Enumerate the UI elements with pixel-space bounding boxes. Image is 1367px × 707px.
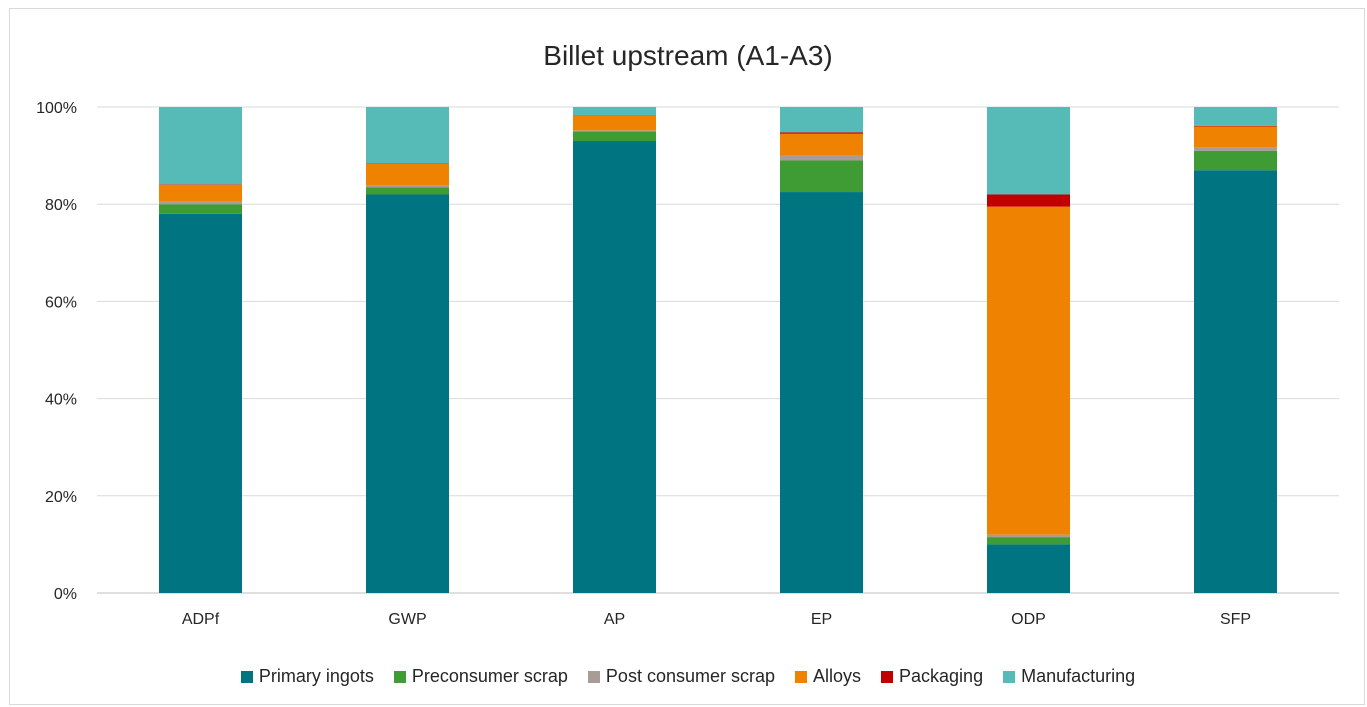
bar-segment xyxy=(1194,170,1277,593)
legend-item: Primary ingots xyxy=(240,666,374,687)
bar-segment xyxy=(159,184,242,202)
bar-segment xyxy=(366,185,449,188)
bar-segment xyxy=(573,115,656,131)
y-tick-label: 40% xyxy=(45,392,77,409)
legend-item: Preconsumer scrap xyxy=(393,666,568,687)
legend-label: Preconsumer scrap xyxy=(411,666,568,686)
legend: Primary ingots Preconsumer scrap Post cons… xyxy=(0,666,1367,687)
bar-segment xyxy=(159,201,242,205)
bar-segment xyxy=(987,194,1070,207)
legend-swatch xyxy=(881,670,894,683)
y-tick-label: 20% xyxy=(45,489,77,506)
bar-segment xyxy=(1194,107,1277,126)
legend-label: Packaging xyxy=(899,666,984,686)
bar-segment xyxy=(366,107,449,164)
legend-swatch xyxy=(1003,670,1016,683)
legend-label: Manufacturing xyxy=(1021,666,1136,686)
bar-segment xyxy=(573,131,656,142)
axis: 0% 20% 40% 60% 80% 100% ADPf GWP AP EP ODP SFP xyxy=(36,100,1251,628)
y-tick-label: 60% xyxy=(45,294,77,311)
bar-segment xyxy=(780,133,863,156)
bar-segment xyxy=(780,155,863,161)
bar-segment xyxy=(780,192,863,594)
bar-segment xyxy=(987,544,1070,593)
legend-label: Primary ingots xyxy=(258,666,374,686)
bar-segment xyxy=(780,132,863,134)
bar-segment xyxy=(366,187,449,195)
bar-segment xyxy=(780,107,863,133)
legend-item: Post consumer scrap xyxy=(587,666,775,687)
x-tick-label: EP xyxy=(811,611,832,628)
bar-segment xyxy=(1194,147,1277,151)
bar-segment xyxy=(573,130,656,132)
legend-swatch xyxy=(240,670,253,683)
bar-segment xyxy=(1194,126,1277,148)
bar-segment xyxy=(987,537,1070,545)
bar-segment xyxy=(573,141,656,593)
y-tick-label: 80% xyxy=(45,197,77,214)
x-tick-label: AP xyxy=(604,611,625,628)
legend-label: Post consumer scrap xyxy=(605,666,775,686)
x-tick-label: ODP xyxy=(1011,611,1046,628)
bar-segment xyxy=(159,213,242,594)
chart-title: Billet upstream (A1-A3) xyxy=(543,40,833,71)
bars xyxy=(159,107,1277,594)
gridlines xyxy=(97,106,1339,594)
legend-label: Alloys xyxy=(813,666,862,686)
bar-segment xyxy=(987,534,1070,538)
y-tick-label: 0% xyxy=(54,586,77,603)
bar-segment xyxy=(573,107,656,116)
bar-segment xyxy=(987,107,1070,195)
bar-segment xyxy=(159,204,242,214)
bar-segment xyxy=(366,194,449,594)
legend-swatch xyxy=(393,670,406,683)
legend-swatch xyxy=(587,670,600,683)
x-tick-label: GWP xyxy=(388,611,426,628)
bar-segment xyxy=(987,206,1070,535)
bar-segment xyxy=(780,160,863,193)
legend-swatch xyxy=(795,670,807,683)
x-tick-label: ADPf xyxy=(182,611,220,628)
y-tick-label: 100% xyxy=(36,100,77,117)
legend-item: Packaging xyxy=(881,666,983,687)
bar-segment xyxy=(366,163,449,186)
bar-segment xyxy=(1194,150,1277,171)
bar-segment xyxy=(159,107,242,185)
legend-item: Alloys xyxy=(795,666,861,687)
x-tick-label: SFP xyxy=(1220,611,1251,628)
legend-item: Manufacturing xyxy=(1003,666,1135,687)
